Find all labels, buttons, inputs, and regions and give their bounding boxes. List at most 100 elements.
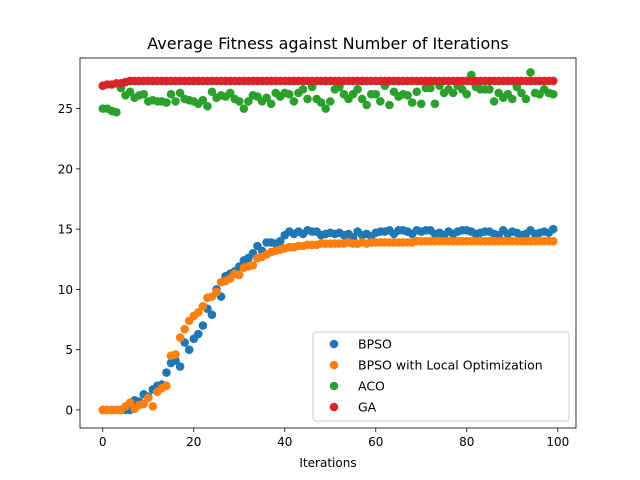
- legend: BPSO BPSO with Local Optimization ACO GA: [312, 331, 570, 422]
- legend-marker: [329, 402, 339, 412]
- x-tick-label: 80: [459, 435, 474, 449]
- x-tick-label: 20: [186, 435, 201, 449]
- data-point: [139, 89, 149, 99]
- data-point: [194, 308, 203, 317]
- y-axis: 0 5 10 15 20 25: [58, 102, 80, 417]
- series-1: [98, 236, 558, 415]
- data-point: [462, 89, 472, 99]
- data-point: [207, 87, 217, 97]
- data-point: [239, 104, 249, 113]
- data-point: [166, 89, 176, 99]
- data-point: [376, 97, 385, 106]
- legend-marker: [329, 360, 339, 370]
- x-tick-label: 40: [277, 435, 292, 449]
- data-point: [325, 97, 335, 106]
- data-point: [194, 329, 203, 339]
- data-point: [198, 321, 208, 330]
- data-point: [448, 88, 458, 98]
- y-tick-label: 15: [58, 223, 73, 237]
- data-point: [467, 70, 476, 80]
- data-point: [485, 85, 494, 94]
- series-2: [98, 68, 558, 117]
- legend-label: BPSO: [358, 337, 392, 352]
- data-point: [407, 98, 417, 107]
- legend-label: GA: [358, 400, 377, 415]
- data-point: [198, 301, 208, 311]
- data-point: [234, 97, 244, 106]
- data-point: [207, 310, 217, 320]
- data-point: [212, 287, 221, 297]
- data-point: [180, 324, 189, 334]
- data-point: [148, 402, 158, 411]
- data-point: [275, 236, 285, 246]
- data-point: [357, 94, 367, 104]
- x-tick-label: 0: [99, 435, 107, 449]
- data-point: [430, 99, 440, 109]
- legend-marker: [329, 339, 339, 349]
- y-tick-label: 10: [58, 283, 73, 297]
- points-layer: [98, 68, 558, 415]
- data-point: [526, 68, 535, 77]
- data-point: [385, 100, 394, 110]
- series-3: [98, 76, 558, 91]
- data-point: [416, 99, 426, 109]
- data-point: [175, 362, 185, 371]
- data-point: [175, 333, 185, 342]
- legend-marker: [329, 381, 339, 391]
- data-point: [162, 98, 171, 107]
- data-point: [244, 97, 253, 106]
- x-axis-label: Iterations: [299, 456, 356, 470]
- y-tick-label: 5: [65, 343, 73, 357]
- data-point: [203, 101, 212, 111]
- data-point: [143, 393, 153, 403]
- legend-label: BPSO with Local Optimization: [358, 358, 543, 373]
- data-point: [125, 398, 135, 407]
- data-point: [139, 399, 149, 409]
- data-point: [248, 261, 258, 270]
- data-point: [548, 224, 558, 234]
- data-point: [266, 99, 276, 109]
- data-point: [321, 104, 331, 113]
- data-point: [162, 381, 171, 391]
- data-point: [353, 85, 362, 94]
- chart-title: Average Fitness against Number of Iterat…: [147, 34, 508, 53]
- x-axis: 0 20 40 60 80 100: [99, 428, 569, 449]
- data-point: [298, 85, 308, 94]
- data-point: [184, 345, 194, 354]
- data-point: [125, 87, 135, 97]
- x-tick-label: 100: [546, 435, 569, 449]
- data-point: [162, 368, 171, 377]
- data-point: [171, 350, 180, 359]
- y-tick-label: 0: [65, 403, 73, 417]
- data-point: [507, 94, 517, 104]
- data-point: [234, 270, 244, 280]
- data-point: [225, 88, 235, 98]
- data-point: [303, 94, 312, 104]
- data-point: [412, 87, 422, 97]
- legend-frame: [312, 331, 570, 422]
- data-point: [198, 95, 208, 105]
- data-point: [289, 97, 299, 106]
- data-point: [517, 88, 526, 98]
- data-point: [521, 94, 531, 104]
- data-point: [403, 91, 412, 100]
- y-tick-label: 25: [58, 102, 73, 116]
- y-tick-label: 20: [58, 162, 73, 176]
- data-point: [426, 83, 435, 93]
- data-point: [175, 88, 185, 98]
- plot-frame: [79, 57, 577, 429]
- data-point: [489, 97, 499, 106]
- data-point: [112, 107, 121, 117]
- data-point: [512, 82, 522, 92]
- data-point: [335, 82, 344, 92]
- data-point: [285, 89, 294, 99]
- data-point: [316, 98, 326, 107]
- data-point: [548, 89, 558, 99]
- data-point: [262, 93, 271, 103]
- data-point: [307, 82, 317, 92]
- data-point: [171, 97, 180, 106]
- data-point: [548, 236, 558, 246]
- x-tick-label: 60: [368, 435, 383, 449]
- data-point: [371, 89, 381, 99]
